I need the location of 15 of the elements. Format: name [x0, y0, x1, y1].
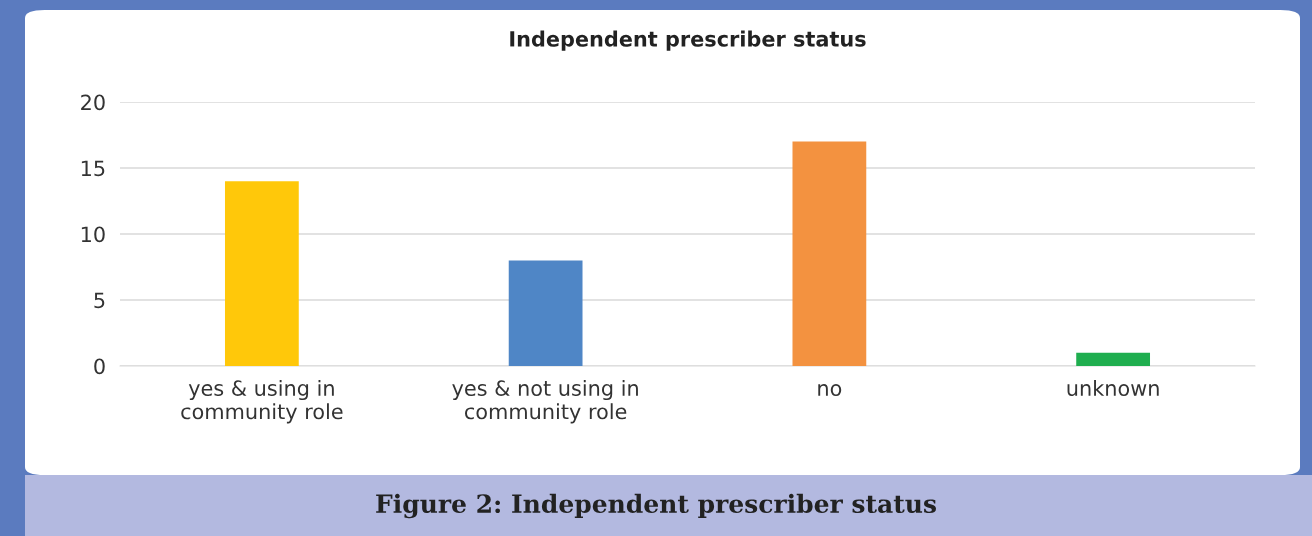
- x-tick-label: no: [818, 384, 842, 397]
- y-tick-label: 0: [94, 358, 105, 375]
- chart-title: Independent prescriber status: [510, 30, 866, 51]
- bar: [1076, 352, 1151, 366]
- y-tick-label: 15: [81, 160, 105, 177]
- y-tick-label: 10: [81, 226, 105, 243]
- y-tick-label: 5: [94, 292, 105, 309]
- y-tick-label: 20: [81, 94, 105, 111]
- x-tick-label: unknown: [1067, 379, 1159, 397]
- x-tick-label: yes & not using in community role: [452, 379, 638, 424]
- bar: [224, 181, 299, 366]
- x-tick-label: yes & using in community role: [181, 379, 343, 424]
- bar: [508, 260, 583, 366]
- bar: [792, 141, 867, 366]
- caption: Figure 2: Independent prescriber status: [376, 493, 936, 519]
